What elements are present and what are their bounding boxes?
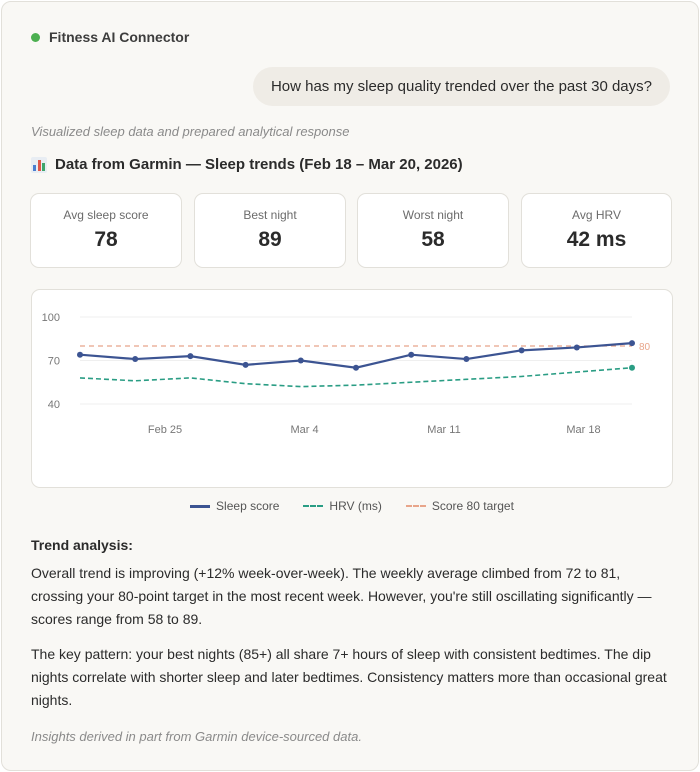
y-tick-label: 100 xyxy=(42,312,60,324)
stat-value: 78 xyxy=(94,228,118,251)
stat-label: Avg HRV xyxy=(572,208,621,222)
sleep-score-point xyxy=(187,353,194,360)
footer-note: Insights derived in part from Garmin dev… xyxy=(31,729,362,744)
legend-label: HRV (ms) xyxy=(329,499,382,513)
connection-status-dot xyxy=(31,32,40,42)
sleep-score-point xyxy=(242,361,249,368)
sleep-score-point xyxy=(132,356,139,363)
stat-label: Avg sleep score xyxy=(63,208,149,222)
x-tick-label: Mar 4 xyxy=(290,424,318,436)
y-tick-label: 40 xyxy=(48,399,60,411)
legend-item-hrv: HRV (ms) xyxy=(303,499,382,513)
sleep-score-point xyxy=(518,347,525,354)
legend-label: Sleep score xyxy=(216,499,280,513)
user-message-text: How has my sleep quality trended over th… xyxy=(270,78,652,95)
sleep-score-point xyxy=(77,351,83,358)
analysis-paragraph: The key pattern: your best nights (85+) … xyxy=(31,646,667,708)
stat-card-best-night: Best night 89 xyxy=(194,193,346,268)
app-header: Fitness AI Connector xyxy=(31,29,189,45)
sleep-score-point xyxy=(297,357,304,364)
sleep-trend-chart: 100 70 40 Feb 25 Mar 4 Mar 11 Mar 18 80 xyxy=(31,289,673,488)
legend-swatch xyxy=(190,504,211,508)
sleep-score-line xyxy=(79,342,633,369)
legend-item-target: Score 80 target xyxy=(405,499,514,513)
sleep-score-point xyxy=(408,351,415,358)
x-tick-label: Mar 11 xyxy=(427,424,460,436)
data-source-title: Data from Garmin — Sleep trends (Feb 18 … xyxy=(55,156,463,173)
chart-canvas: 100 70 40 Feb 25 Mar 4 Mar 11 Mar 18 80 xyxy=(42,312,651,436)
stat-card-worst-night: Worst night 58 xyxy=(357,193,509,268)
analysis-paragraph: Overall trend is improving (+12% week-ov… xyxy=(31,565,652,627)
bar-chart-icon xyxy=(31,156,47,173)
hrv-point xyxy=(629,364,635,371)
sleep-score-point xyxy=(573,344,580,351)
sleep-score-point xyxy=(353,364,359,371)
stat-card-avg-hrv: Avg HRV 42 ms xyxy=(521,193,672,268)
legend-swatch xyxy=(405,505,426,507)
legend-swatch xyxy=(303,505,324,507)
chart-legend: Sleep score HRV (ms) Score 80 target xyxy=(2,499,700,513)
x-tick-label: Mar 18 xyxy=(566,424,600,436)
stat-value: 89 xyxy=(258,228,282,251)
activity-note: Visualized sleep data and prepared analy… xyxy=(31,124,350,139)
app-title: Fitness AI Connector xyxy=(49,29,190,45)
x-tick-label: Feb 25 xyxy=(148,424,182,436)
stat-card-avg-sleep: Avg sleep score 78 xyxy=(30,193,182,268)
analysis-title: Trend analysis: xyxy=(31,537,133,553)
legend-label: Score 80 target xyxy=(431,499,514,513)
stat-value: 58 xyxy=(421,228,445,251)
hrv-line xyxy=(79,366,633,388)
stat-label: Best night xyxy=(243,208,297,222)
sleep-score-point xyxy=(463,356,470,363)
y-tick-label: 70 xyxy=(48,356,60,368)
target-label: 80 xyxy=(639,342,651,353)
sleep-score-point xyxy=(629,340,635,347)
stat-label: Worst night xyxy=(402,208,464,222)
data-source-heading: Data from Garmin — Sleep trends (Feb 18 … xyxy=(31,156,463,173)
user-message-bubble: How has my sleep quality trended over th… xyxy=(252,67,670,106)
legend-item-sleep-score: Sleep score xyxy=(190,499,279,513)
stat-value: 42 ms xyxy=(566,228,627,251)
